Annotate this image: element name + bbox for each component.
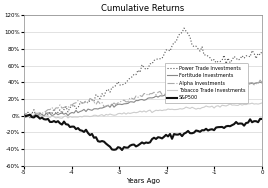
S&P500 [75,128,78,130]
Alpha Investments [26,114,29,116]
Title: Cumulative Returns: Cumulative Returns [101,4,185,13]
S&P500 [191,132,194,134]
Fortitude Investments [210,86,214,88]
S&P500 [22,114,25,116]
Power Trade Investments [75,107,78,109]
Alpha Investments [258,79,262,81]
Tobacco Trade Investments [188,107,192,110]
Tobacco Trade Investments [60,117,64,119]
Tobacco Trade Investments [88,115,92,118]
Fortitude Investments [72,112,76,114]
Power Trade Investments [157,58,160,60]
Fortitude Investments [187,91,190,93]
Fortitude Investments [252,83,256,85]
S&P500 [260,118,264,120]
Line: Alpha Investments: Alpha Investments [24,80,262,115]
X-axis label: Years Ago: Years Ago [126,178,160,184]
Line: Tobacco Trade Investments: Tobacco Trade Investments [24,103,262,118]
Fortitude Investments [86,108,90,110]
Power Trade Investments [88,99,92,102]
S&P500 [158,136,162,139]
Fortitude Investments [260,82,264,84]
Line: Fortitude Investments: Fortitude Investments [24,82,262,116]
Alpha Investments [213,88,216,91]
Alpha Investments [260,81,264,84]
Power Trade Investments [22,113,25,115]
Alpha Investments [75,102,78,104]
Legend: Power Trade Investments, Fortitude Investments, Alpha Investments, Tobacco Trade: Power Trade Investments, Fortitude Inves… [165,63,248,103]
Tobacco Trade Investments [22,115,25,117]
Fortitude Investments [154,95,158,97]
Tobacco Trade Investments [157,109,160,112]
Alpha Investments [188,92,192,94]
Tobacco Trade Investments [255,103,258,105]
S&P500 [88,134,92,136]
Fortitude Investments [22,115,25,118]
Fortitude Investments [258,81,262,83]
Alpha Investments [88,97,92,100]
Tobacco Trade Investments [260,102,264,104]
Alpha Investments [255,83,258,85]
Power Trade Investments [214,62,218,64]
Alpha Investments [157,91,160,93]
Power Trade Investments [183,27,186,29]
Line: Power Trade Investments: Power Trade Investments [24,28,262,118]
Alpha Investments [22,114,25,116]
Tobacco Trade Investments [213,107,216,109]
Line: S&P500: S&P500 [24,115,262,150]
Power Trade Investments [28,117,32,119]
S&P500 [256,121,260,123]
S&P500 [214,126,218,129]
Power Trade Investments [191,44,194,46]
Power Trade Investments [256,52,260,55]
S&P500 [28,114,32,116]
Tobacco Trade Investments [75,116,78,118]
S&P500 [120,149,124,151]
Power Trade Investments [260,50,264,52]
